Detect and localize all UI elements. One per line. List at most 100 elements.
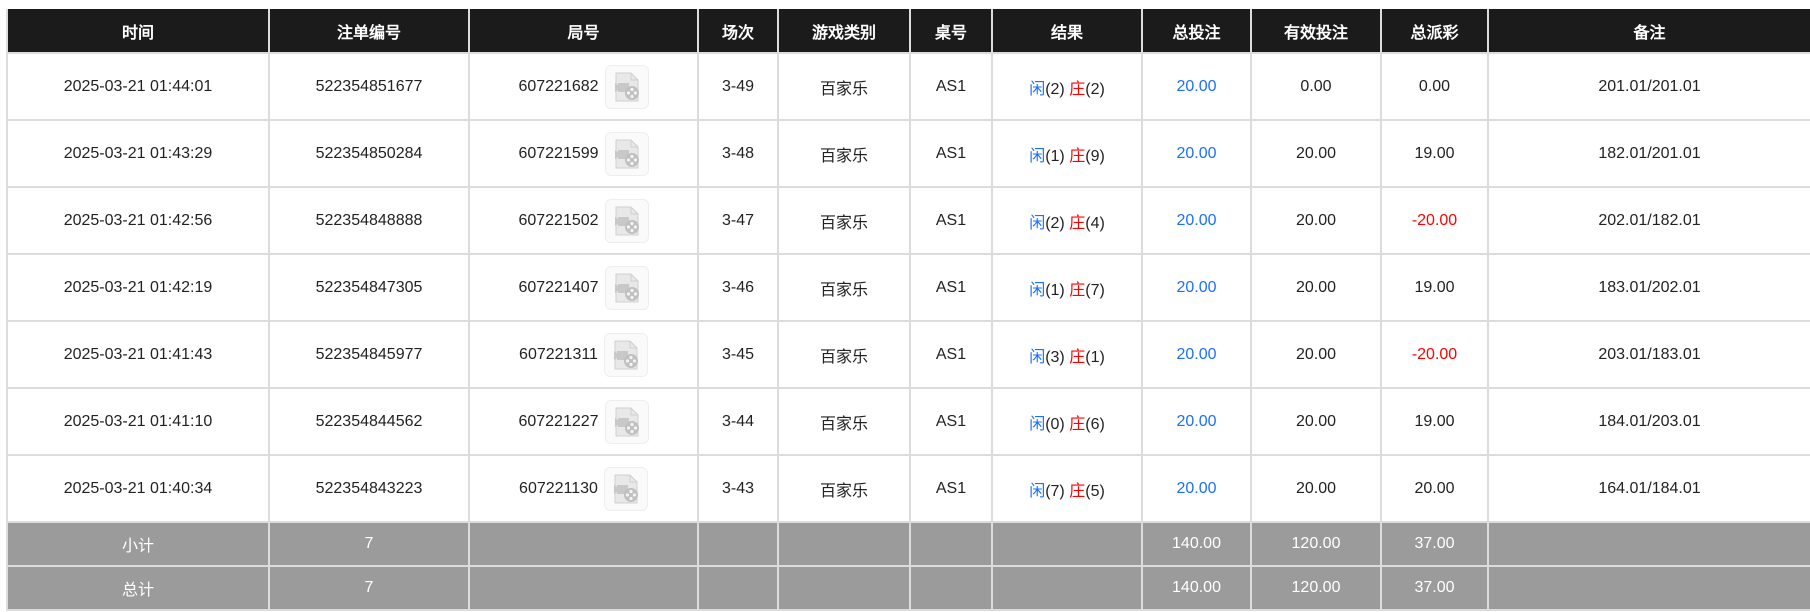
round-number: 607221130: [519, 479, 598, 497]
cell-total-bet: 20.00: [1141, 387, 1252, 456]
cell-game-type: 百家乐: [777, 119, 911, 188]
header-table-no: 桌号: [909, 9, 993, 54]
cell-time: 2025-03-21 01:41:10: [6, 387, 270, 456]
video-replay-icon[interactable]: [604, 198, 649, 243]
cell-payout: 20.00: [1380, 454, 1489, 523]
player-label: 闲: [1029, 415, 1046, 433]
footer-label: 小计: [6, 521, 270, 567]
banker-label: 庄: [1069, 415, 1086, 433]
cell-shoe: 3-46: [697, 253, 779, 322]
player-points: (1): [1045, 281, 1065, 299]
cell-result: 闲(1) 庄(7): [991, 253, 1143, 322]
cell-table-no: AS1: [909, 454, 993, 523]
banker-points: (5): [1085, 482, 1105, 500]
table-row: 2025-03-21 01:41:10 522354844562 607221227…: [6, 387, 1810, 456]
header-note: 备注: [1487, 9, 1810, 54]
cell-round: 607221227: [468, 387, 699, 456]
cell-valid-bet: 0.00: [1250, 52, 1382, 121]
round-number: 607221502: [518, 211, 599, 229]
header-time: 时间: [6, 9, 270, 54]
footer-empty: [909, 565, 993, 611]
cell-game-type: 百家乐: [777, 320, 911, 389]
player-label: 闲: [1029, 80, 1046, 98]
cell-time: 2025-03-21 01:44:01: [6, 52, 270, 121]
footer-valid-bet: 120.00: [1250, 521, 1382, 567]
cell-game-type: 百家乐: [777, 253, 911, 322]
banker-label: 庄: [1069, 80, 1086, 98]
cell-payout: 19.00: [1380, 119, 1489, 188]
player-points: (3): [1045, 348, 1065, 366]
table-header: 时间 注单编号 局号 场次 游戏类别 桌号 结果 总投注 有效投注 总派彩 备注: [6, 9, 1810, 54]
cell-game-type: 百家乐: [777, 454, 911, 523]
footer-empty: [1487, 565, 1810, 611]
header-valid-bet: 有效投注: [1250, 9, 1382, 54]
player-label: 闲: [1029, 214, 1046, 232]
table-row: 2025-03-21 01:42:19 522354847305 607221407…: [6, 253, 1810, 322]
player-points: (2): [1045, 214, 1065, 232]
banker-label: 庄: [1069, 482, 1086, 500]
video-replay-icon[interactable]: [603, 332, 648, 377]
header-shoe: 场次: [697, 9, 779, 54]
banker-points: (6): [1085, 415, 1105, 433]
round-number: 607221407: [518, 278, 599, 296]
cell-game-type: 百家乐: [777, 387, 911, 456]
cell-shoe: 3-49: [697, 52, 779, 121]
player-points: (0): [1045, 415, 1065, 433]
player-label: 闲: [1029, 348, 1046, 366]
footer-count: 7: [268, 565, 470, 611]
cell-result: 闲(7) 庄(5): [991, 454, 1143, 523]
footer-empty: [909, 521, 993, 567]
cell-shoe: 3-47: [697, 186, 779, 255]
banker-label: 庄: [1069, 281, 1086, 299]
header-payout: 总派彩: [1380, 9, 1489, 54]
video-replay-icon[interactable]: [604, 265, 649, 310]
cell-table-no: AS1: [909, 52, 993, 121]
cell-total-bet: 20.00: [1141, 52, 1252, 121]
cell-bet-id: 522354851677: [268, 52, 470, 121]
cell-payout: -20.00: [1380, 186, 1489, 255]
table-row: 2025-03-21 01:40:34 522354843223 607221130…: [6, 454, 1810, 523]
cell-round: 607221311: [468, 320, 699, 389]
cell-total-bet: 20.00: [1141, 186, 1252, 255]
player-points: (1): [1045, 147, 1065, 165]
banker-points: (4): [1085, 214, 1105, 232]
cell-shoe: 3-48: [697, 119, 779, 188]
video-replay-icon[interactable]: [604, 399, 649, 444]
cell-payout: 0.00: [1380, 52, 1489, 121]
cell-round: 607221130: [468, 454, 699, 523]
banker-points: (1): [1085, 348, 1105, 366]
cell-table-no: AS1: [909, 253, 993, 322]
header-bet-id: 注单编号: [268, 9, 470, 54]
header-total-bet: 总投注: [1141, 9, 1252, 54]
video-replay-icon[interactable]: [603, 466, 648, 511]
footer-total-bet: 140.00: [1141, 521, 1252, 567]
footer-empty: [991, 565, 1143, 611]
cell-payout: -20.00: [1380, 320, 1489, 389]
table-row: 2025-03-21 01:41:43 522354845977 607221311…: [6, 320, 1810, 389]
cell-time: 2025-03-21 01:42:19: [6, 253, 270, 322]
round-number: 607221682: [518, 77, 599, 95]
footer-total-bet: 140.00: [1141, 565, 1252, 611]
cell-result: 闲(1) 庄(9): [991, 119, 1143, 188]
video-replay-icon[interactable]: [604, 64, 649, 109]
player-points: (2): [1045, 80, 1065, 98]
header-game-type: 游戏类别: [777, 9, 911, 54]
cell-result: 闲(0) 庄(6): [991, 387, 1143, 456]
footer-payout: 37.00: [1380, 565, 1489, 611]
cell-valid-bet: 20.00: [1250, 320, 1382, 389]
cell-shoe: 3-44: [697, 387, 779, 456]
cell-note: 202.01/182.01: [1487, 186, 1810, 255]
cell-shoe: 3-45: [697, 320, 779, 389]
header-result: 结果: [991, 9, 1143, 54]
cell-round: 607221502: [468, 186, 699, 255]
cell-note: 182.01/201.01: [1487, 119, 1810, 188]
cell-bet-id: 522354847305: [268, 253, 470, 322]
banker-points: (9): [1085, 147, 1105, 165]
footer-empty: [468, 521, 699, 567]
cell-result: 闲(3) 庄(1): [991, 320, 1143, 389]
video-replay-icon[interactable]: [604, 131, 649, 176]
player-label: 闲: [1029, 281, 1046, 299]
round-number: 607221599: [518, 144, 599, 162]
banker-label: 庄: [1069, 214, 1086, 232]
cell-payout: 19.00: [1380, 253, 1489, 322]
